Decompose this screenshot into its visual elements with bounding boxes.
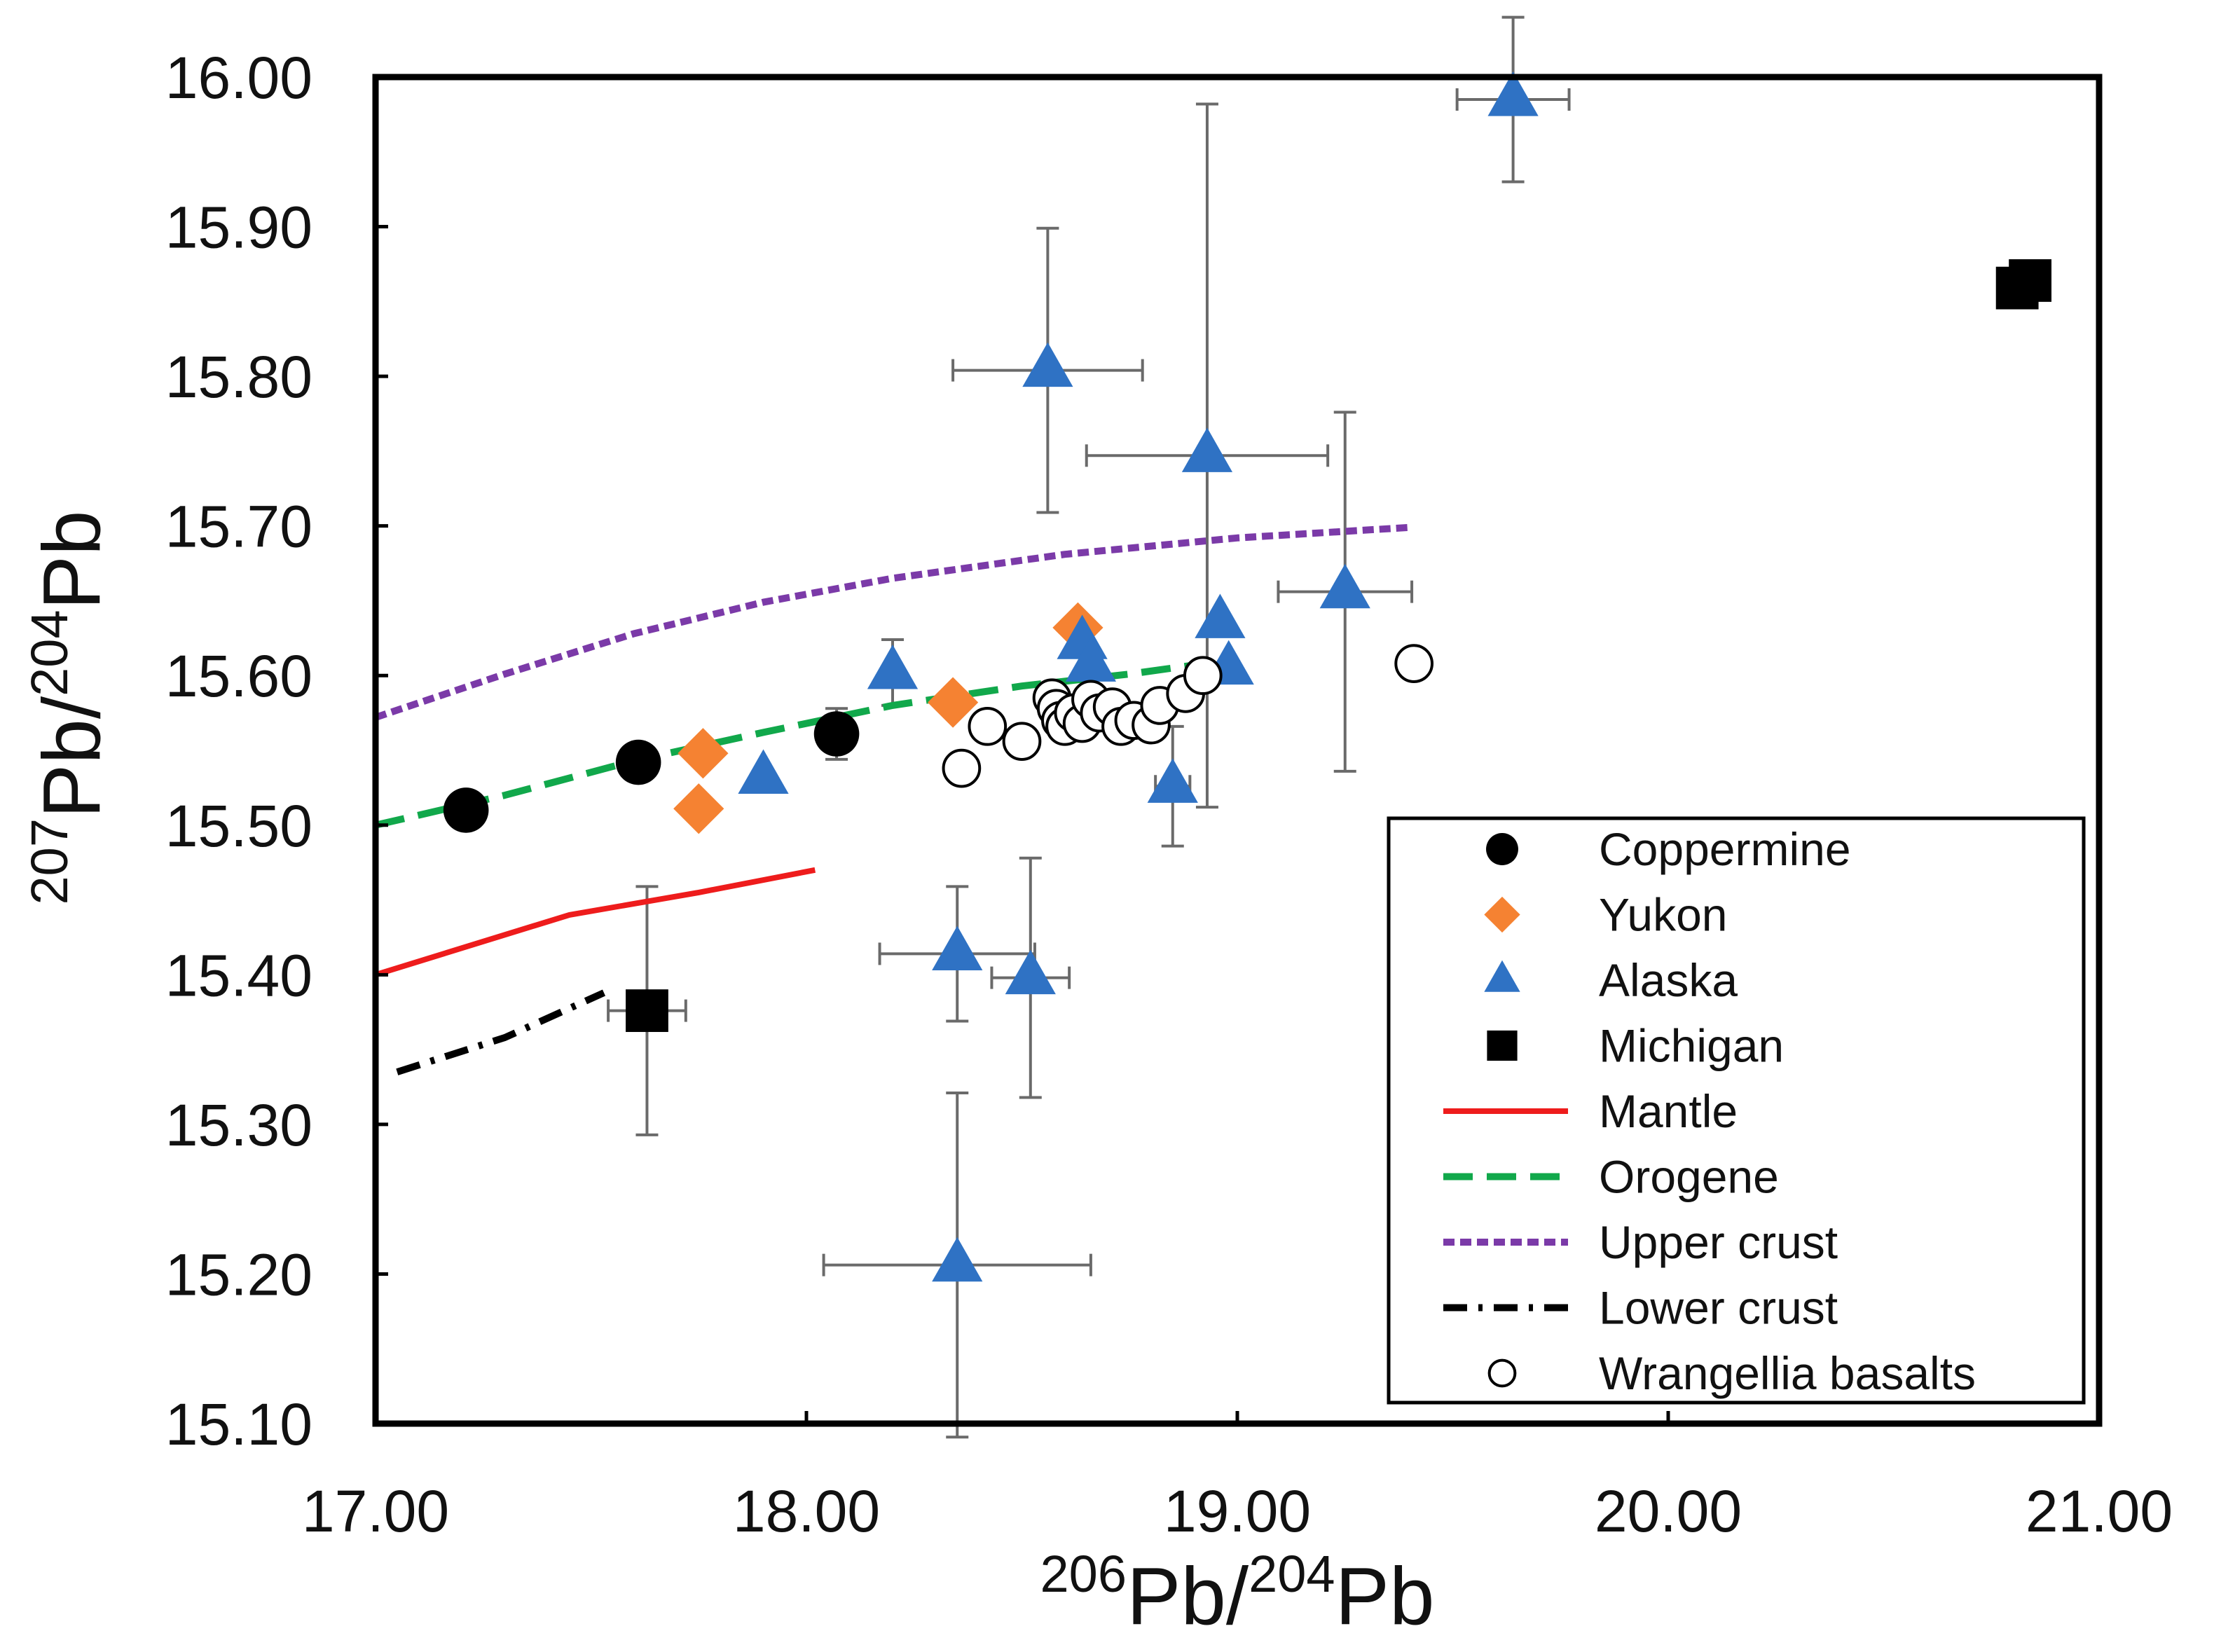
legend-swatch-coppermine bbox=[1486, 833, 1518, 865]
alaska-point bbox=[1022, 342, 1073, 387]
legend-swatch-michigan bbox=[1487, 1030, 1518, 1061]
y-tick-label: 15.70 bbox=[165, 494, 312, 560]
alaska-point bbox=[1487, 71, 1539, 116]
x-tick-label: 19.00 bbox=[1164, 1478, 1311, 1544]
y-tick-label: 15.40 bbox=[165, 942, 312, 1008]
y-tick-label: 15.20 bbox=[165, 1241, 312, 1307]
y-tick-label: 15.10 bbox=[165, 1391, 312, 1457]
x-tick-label: 21.00 bbox=[2026, 1478, 2173, 1544]
wrangellia-basalts-point bbox=[1394, 644, 1433, 683]
legend-label-michigan: Michigan bbox=[1599, 1020, 1784, 1072]
coppermine-point bbox=[443, 787, 489, 833]
wrangellia-basalts-point bbox=[1002, 722, 1042, 762]
x-tick-label: 18.00 bbox=[733, 1478, 880, 1544]
axis-ticks: 17.00 18.00 19.00 20.00 21.00 15.10 15.20 15.30… bbox=[165, 45, 2173, 1544]
mantle-line bbox=[374, 867, 816, 978]
alaska-point bbox=[1005, 949, 1056, 995]
lower-crust-line bbox=[396, 989, 606, 1075]
y-axis-title: 207Pb/204Pb bbox=[20, 511, 117, 905]
x-tick-label: 20.00 bbox=[1595, 1478, 1742, 1544]
legend-label-mantle: Mantle bbox=[1599, 1085, 1738, 1137]
coppermine-point bbox=[615, 739, 661, 785]
wrangellia-basalts-point bbox=[942, 748, 982, 788]
legend-swatch-wrangellia-basalts bbox=[1487, 1358, 1517, 1388]
legend-label-orogene: Orogene bbox=[1599, 1151, 1779, 1203]
alaska-point bbox=[1065, 637, 1116, 682]
y-tick-label: 15.60 bbox=[165, 643, 312, 709]
legend-label-coppermine: Coppermine bbox=[1599, 823, 1851, 875]
y-tick-label: 15.30 bbox=[165, 1092, 312, 1158]
alaska-point bbox=[1147, 758, 1198, 803]
legend: Coppermine Yukon Alaska Michigan Mantle Oroge… bbox=[1387, 816, 2086, 1405]
legend-swatch-alaska bbox=[1484, 960, 1520, 992]
yukon-point bbox=[678, 728, 729, 779]
michigan-point bbox=[626, 989, 668, 1032]
alaska-point bbox=[738, 749, 789, 794]
alaska-point bbox=[1195, 593, 1246, 638]
alaska-point bbox=[932, 1237, 983, 1282]
legend-label-upper-crust: Upper crust bbox=[1599, 1216, 1838, 1268]
alaska-point bbox=[867, 645, 919, 689]
y-tick-label: 15.90 bbox=[165, 195, 312, 261]
x-tick-label: 17.00 bbox=[302, 1478, 449, 1544]
legend-label-yukon: Yukon bbox=[1599, 889, 1728, 941]
alaska-point bbox=[932, 925, 983, 970]
y-tick-label: 16.00 bbox=[165, 45, 312, 111]
alaska-point bbox=[1319, 563, 1370, 609]
data-markers bbox=[443, 71, 2051, 1282]
yukon-point bbox=[928, 677, 979, 728]
legend-swatch-yukon bbox=[1484, 896, 1520, 933]
y-tick-label: 15.80 bbox=[165, 344, 312, 410]
upper-crust-line bbox=[374, 523, 1410, 721]
yukon-point bbox=[673, 783, 724, 834]
legend-label-lower-crust: Lower crust bbox=[1599, 1282, 1838, 1334]
x-axis-title: 206Pb/204Pb bbox=[1040, 1545, 1435, 1641]
wrangellia-basalts-point bbox=[968, 706, 1008, 746]
legend-label-wrangellia-basalts: Wrangellia basalts bbox=[1599, 1347, 1976, 1399]
alaska-point bbox=[1181, 427, 1233, 472]
michigan-point bbox=[2009, 259, 2051, 302]
wrangellia-basalts-point bbox=[1183, 656, 1223, 696]
y-tick-label: 15.50 bbox=[165, 793, 312, 859]
legend-label-alaska: Alaska bbox=[1599, 954, 1738, 1006]
coppermine-point bbox=[813, 711, 860, 757]
